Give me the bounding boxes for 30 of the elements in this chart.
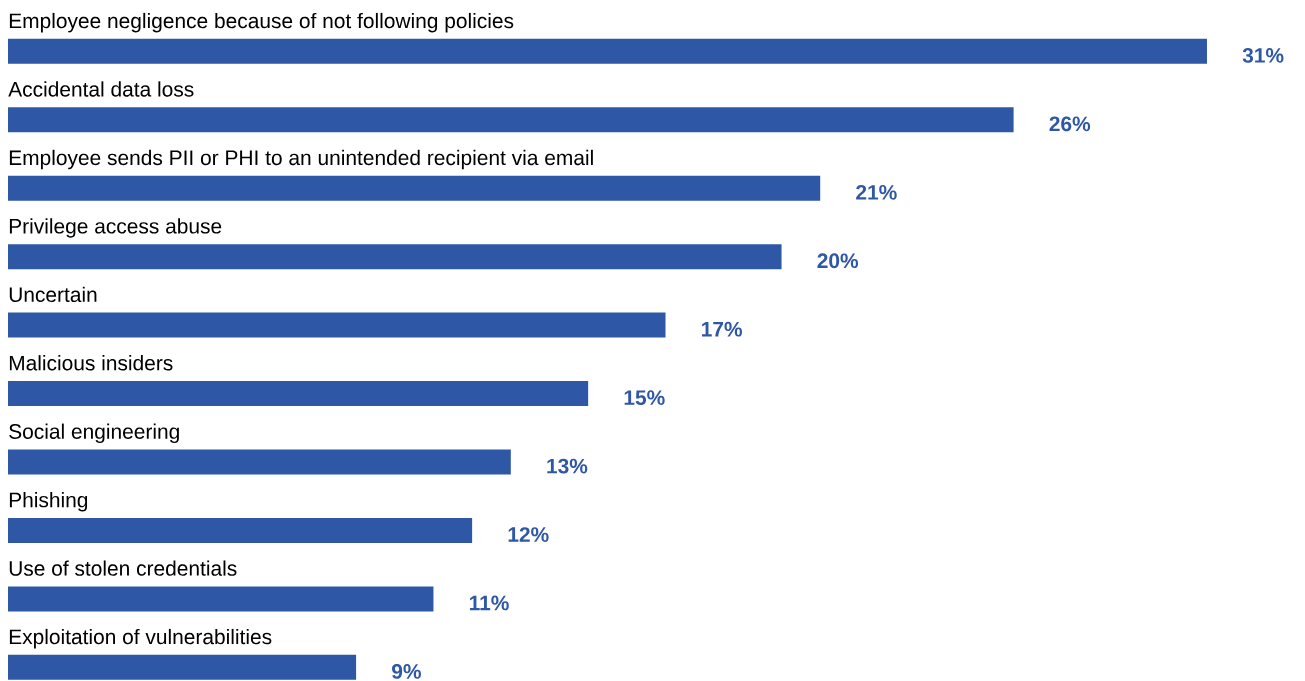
y-tick-label: Phishing [9,492,88,512]
y-tick-label: Employee sends PII or PHI to an unintended recipient via email [9,149,593,170]
data-label: 12% [508,527,549,542]
bar [8,449,511,475]
bar [8,244,782,270]
y-tick-label: Uncertain [9,286,97,303]
y-tick-label: Accidental data loss [8,81,194,97]
data-label: 21% [856,184,897,200]
y-tick-label: Exploitation of vulnerabilities [9,628,272,649]
data-label: 20% [817,253,859,269]
bar [8,38,1207,64]
y-tick-label: Employee negligence because of not following policies [9,12,514,33]
data-label: 11% [469,595,509,611]
data-label: 17% [702,321,743,337]
y-tick-label: Use of stolen credentials [9,560,237,576]
y-tick-label: Malicious insiders [9,355,173,371]
data-label: 26% [1049,116,1091,132]
bar [8,586,434,612]
data-label: 31% [1242,48,1284,63]
bar [8,381,589,407]
bar [8,312,666,338]
bar [8,654,357,680]
bar [8,517,473,543]
y-tick-label: Social engineering [9,423,179,444]
data-label: 9% [392,664,421,679]
data-label: 15% [624,390,665,406]
data-label: 13% [547,458,588,474]
bar [8,175,821,201]
bar [8,107,1014,133]
y-tick-label: Privilege access abuse [9,218,222,238]
